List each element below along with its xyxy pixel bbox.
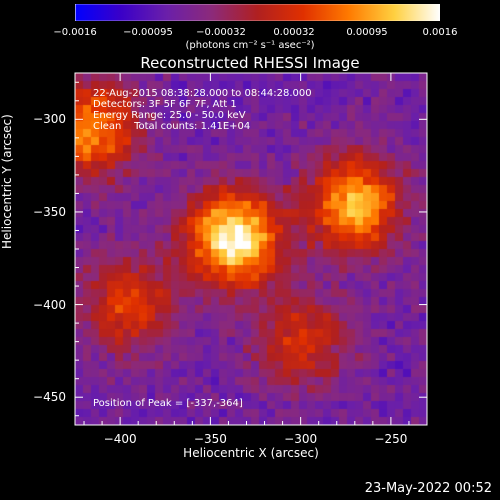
annotation-peak-position: Position of Peak = [-337,-364] — [93, 398, 243, 409]
colorbar-tick-label: −0.0016 — [53, 27, 97, 38]
colorbar-units: (photons cm⁻² s⁻¹ asec⁻²) — [185, 40, 315, 51]
x-tick-label: −300 — [284, 432, 318, 446]
annotation-detectors: Detectors: 3F 5F 6F 7F, Att 1 — [93, 99, 237, 110]
x-tick-label: −400 — [103, 432, 137, 446]
annotation-time-range: 22-Aug-2015 08:38:28.000 to 08:44:28.000 — [93, 88, 312, 99]
colorbar-tick-label: 0.0016 — [422, 27, 458, 38]
y-tick-label: −300 — [33, 112, 66, 127]
y-axis-label: Heliocentric Y (arcsec) — [0, 114, 14, 249]
colorbar-tick-label: 0.00095 — [346, 27, 388, 38]
colorbar-tick-label: −0.00095 — [123, 27, 173, 38]
colorbar-tick-label: 0.00032 — [273, 27, 315, 38]
x-axis-label: Heliocentric X (arcsec) — [183, 446, 319, 460]
annotation-counts: Clean Total counts: 1.41E+04 — [93, 121, 251, 132]
annotation-energy-range: Energy Range: 25.0 - 50.0 keV — [93, 110, 246, 121]
x-tick-label: −350 — [193, 432, 227, 446]
y-tick-label: −350 — [33, 204, 66, 219]
y-tick-label: −450 — [33, 390, 66, 405]
x-tick-label: −250 — [374, 432, 408, 446]
colorbar — [75, 4, 440, 21]
colorbar-tick-label: −0.00032 — [196, 27, 246, 38]
y-tick-label: −400 — [33, 297, 66, 312]
chart-title: Reconstructed RHESSI Image — [140, 54, 360, 72]
timestamp: 23-May-2022 00:52 — [364, 481, 492, 496]
